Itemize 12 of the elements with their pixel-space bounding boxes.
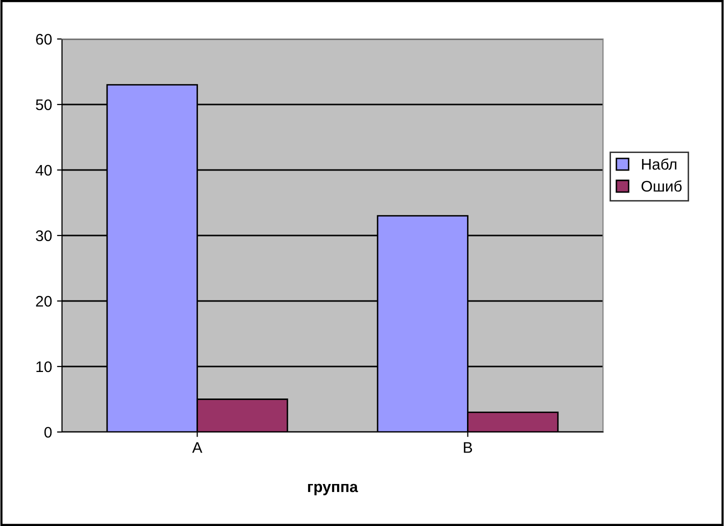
legend-label: Ошиб — [642, 180, 682, 192]
y-tick-label: 60 — [36, 34, 52, 45]
y-tick-label: 30 — [36, 230, 52, 242]
y-tick-label: 0 — [44, 426, 52, 438]
y-tick-label: 40 — [36, 164, 52, 176]
y-tick-label: 20 — [36, 296, 52, 307]
legend-label: Набл — [642, 158, 676, 170]
y-tick-label: 10 — [36, 361, 52, 372]
y-tick-label: 50 — [36, 99, 52, 110]
x-tick-label: B — [464, 442, 472, 453]
x-tick-label: A — [192, 442, 202, 453]
x-axis-title: группа — [308, 484, 358, 496]
